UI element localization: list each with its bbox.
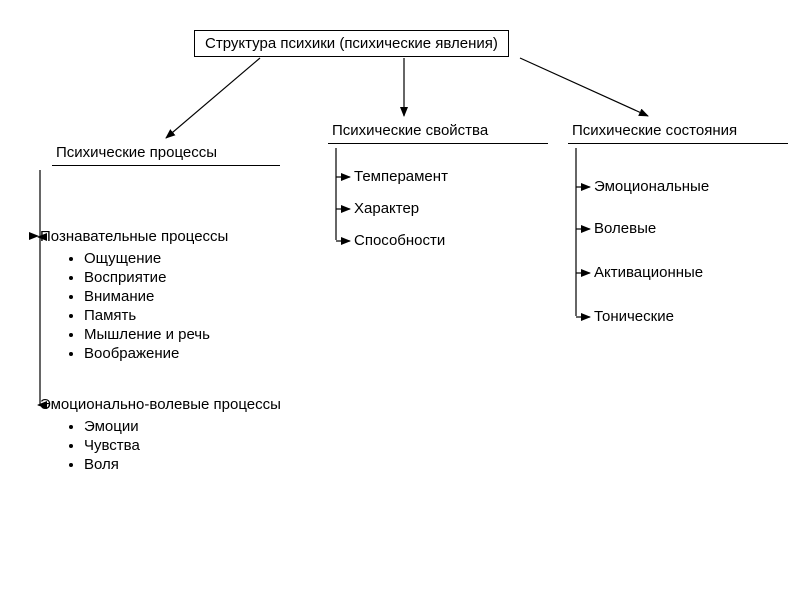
properties-heading-text: Психические свойства <box>332 122 488 139</box>
root-label: Структура психики (психические явления) <box>205 35 498 52</box>
processes-group1-list: Эмоции Чувства Воля <box>60 416 140 475</box>
root-node: Структура психики (психические явления) <box>194 30 509 57</box>
processes-group1-item: Воля <box>84 456 140 473</box>
processes-heading-text: Психические процессы <box>56 144 217 161</box>
processes-group1-label-text: Эмоционально-волевые процессы <box>40 396 281 413</box>
processes-group0-item: Мышление и речь <box>84 326 210 343</box>
processes-group0-item: Восприятие <box>84 269 210 286</box>
processes-group0-list: Ощущение Восприятие Внимание Память Мышление… <box>60 248 210 364</box>
processes-group1-item: Чувства <box>84 437 140 454</box>
properties-heading: Психические свойства <box>328 120 548 144</box>
processes-heading: Психические процессы <box>52 142 280 166</box>
properties-item: Способности <box>354 232 445 249</box>
states-item: Тонические <box>594 308 674 325</box>
processes-group1-item: Эмоции <box>84 418 140 435</box>
processes-group0-item: Память <box>84 307 210 324</box>
properties-item: Характер <box>354 200 419 217</box>
states-heading-text: Психические состояния <box>572 122 737 139</box>
processes-group0-item: Ощущение <box>84 250 210 267</box>
processes-group0-item: Воображение <box>84 345 210 362</box>
states-item: Активационные <box>594 264 703 281</box>
processes-group1-label: Эмоционально-волевые процессы <box>40 396 281 413</box>
processes-group0-item: Внимание <box>84 288 210 305</box>
states-heading: Психические состояния <box>568 120 788 144</box>
properties-item: Темперамент <box>354 168 448 185</box>
states-item: Волевые <box>594 220 656 237</box>
states-item: Эмоциональные <box>594 178 709 195</box>
processes-group0-label-text: Познавательные процессы <box>40 228 228 245</box>
processes-group0-label: Познавательные процессы <box>40 228 228 245</box>
